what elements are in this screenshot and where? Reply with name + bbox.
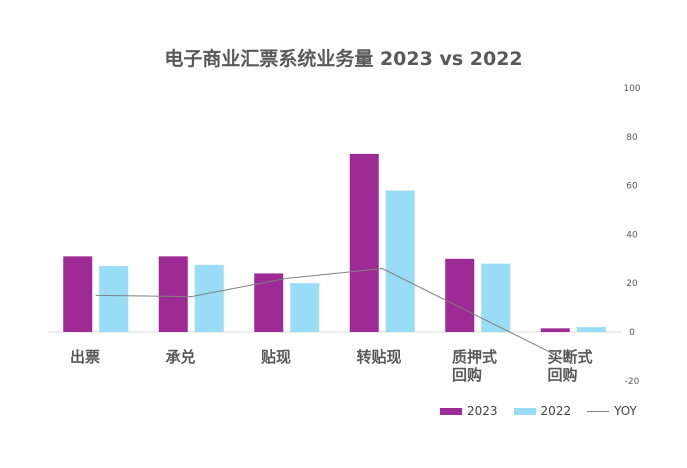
bar-2022-2: [290, 283, 320, 332]
x-tick-label-3: 转贴现: [357, 348, 402, 366]
x-tick-label-4-1: 回购: [452, 366, 482, 384]
bar-2022-0: [99, 266, 129, 332]
line-series-YOY: [95, 268, 574, 365]
x-tick-label-1: 承兑: [166, 348, 196, 366]
bar-2022-4: [481, 263, 511, 332]
legend-swatch-yoy: [587, 410, 610, 412]
chart-title: 电子商业汇票系统业务量 2023 vs 2022: [164, 48, 523, 70]
legend: 2023 2022 YOY: [440, 404, 637, 418]
x-tick-label-2: 贴现: [261, 348, 291, 366]
bar-2022-5: [576, 327, 606, 332]
legend-item-2022: 2022: [513, 404, 572, 418]
legend-label-yoy: YOY: [614, 404, 637, 418]
y-right-tick-4: 20: [626, 279, 638, 289]
bar-2023-5: [540, 328, 570, 332]
bar-2023-4: [445, 258, 475, 332]
x-tick-label-0: 出票: [70, 348, 100, 366]
bar-2023-1: [158, 256, 188, 332]
x-tick-label-5-0: 买断式: [548, 348, 593, 366]
bar-2022-1: [194, 264, 224, 332]
y-right-tick-3: 40: [626, 230, 638, 240]
y-right-tick-0: 100: [623, 84, 640, 94]
y-right-tick-1: 80: [626, 133, 638, 143]
x-tick-label-5-1: 回购: [548, 366, 578, 384]
legend-item-yoy: YOY: [587, 404, 637, 418]
bar-2023-0: [63, 256, 93, 332]
bar-2023-3: [349, 153, 379, 332]
y-right-tick-5: 0: [629, 328, 635, 338]
legend-swatch-2022: [513, 407, 536, 415]
legend-label-2023: 2023: [467, 404, 498, 418]
legend-label-2022: 2022: [540, 404, 572, 418]
bar-2022-3: [385, 190, 415, 332]
legend-item-2023: 2023: [440, 404, 498, 418]
y-right-tick-6: -20: [625, 377, 640, 387]
legend-swatch-2023: [440, 407, 462, 415]
x-tick-label-4-0: 质押式: [452, 348, 497, 366]
y-right-tick-2: 60: [626, 182, 638, 192]
